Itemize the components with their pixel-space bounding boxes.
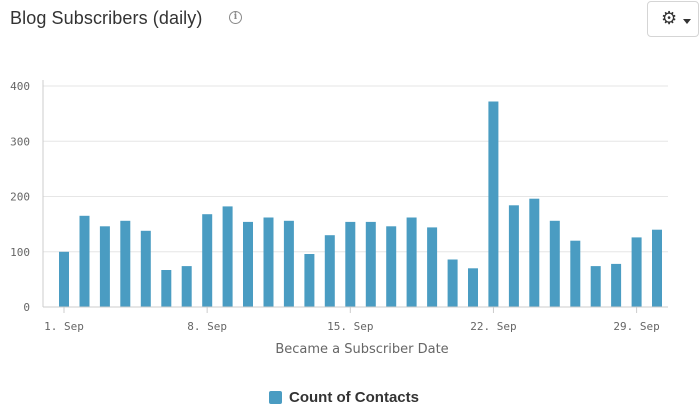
bar (120, 220, 131, 307)
bar (79, 215, 90, 307)
gear-icon: ⚙ (661, 8, 678, 28)
bar (447, 259, 458, 307)
legend-label: Count of Contacts (289, 389, 419, 406)
y-tick-label: 100 (10, 246, 30, 259)
x-tick-label: 15. Sep (327, 320, 373, 333)
y-tick-label: 300 (10, 135, 30, 148)
bar (549, 220, 560, 307)
bar (243, 221, 253, 307)
bar (590, 266, 601, 307)
bar (611, 263, 622, 307)
chart-header: Blog Subscribers (daily) i ⚙ (0, 0, 699, 45)
bar (652, 229, 662, 307)
bar (59, 251, 69, 308)
x-tick-label: 29. Sep (613, 320, 659, 333)
bar (488, 101, 499, 307)
bar (529, 198, 540, 307)
bar (427, 227, 438, 307)
bar (631, 237, 642, 307)
y-tick-label: 200 (10, 191, 30, 204)
bar (181, 266, 192, 307)
x-tick-label: 8. Sep (187, 320, 227, 333)
bar (386, 226, 397, 307)
x-axis-title: Became a Subscriber Date (275, 342, 448, 357)
bar (324, 235, 335, 307)
bar (345, 221, 356, 307)
x-tick-label: 22. Sep (470, 320, 516, 333)
bar (406, 217, 417, 307)
bar (365, 221, 376, 307)
bar (161, 270, 172, 307)
y-tick-label: 0 (23, 301, 30, 314)
bar (508, 205, 519, 307)
y-tick-label: 400 (10, 80, 30, 93)
bar (468, 268, 478, 307)
axes: 0 100 200 300 400 1. Sep 8. Sep 15. Sep 22. Sep 2… (10, 80, 668, 333)
bar (570, 240, 581, 307)
x-tick-label: 1. Sep (44, 320, 84, 333)
bar-series (59, 101, 662, 308)
bar (304, 254, 315, 307)
chart-title: Blog Subscribers (daily) (10, 8, 203, 28)
bar (283, 220, 294, 307)
bar (263, 217, 274, 307)
chevron-down-icon (683, 19, 691, 24)
bar (222, 206, 233, 307)
bar (202, 214, 213, 307)
info-icon[interactable]: i (229, 11, 242, 24)
legend-swatch (269, 391, 282, 404)
grid-lines (43, 85, 668, 253)
bar (99, 226, 110, 307)
settings-dropdown-button[interactable]: ⚙ (647, 1, 699, 37)
bar (140, 230, 151, 307)
